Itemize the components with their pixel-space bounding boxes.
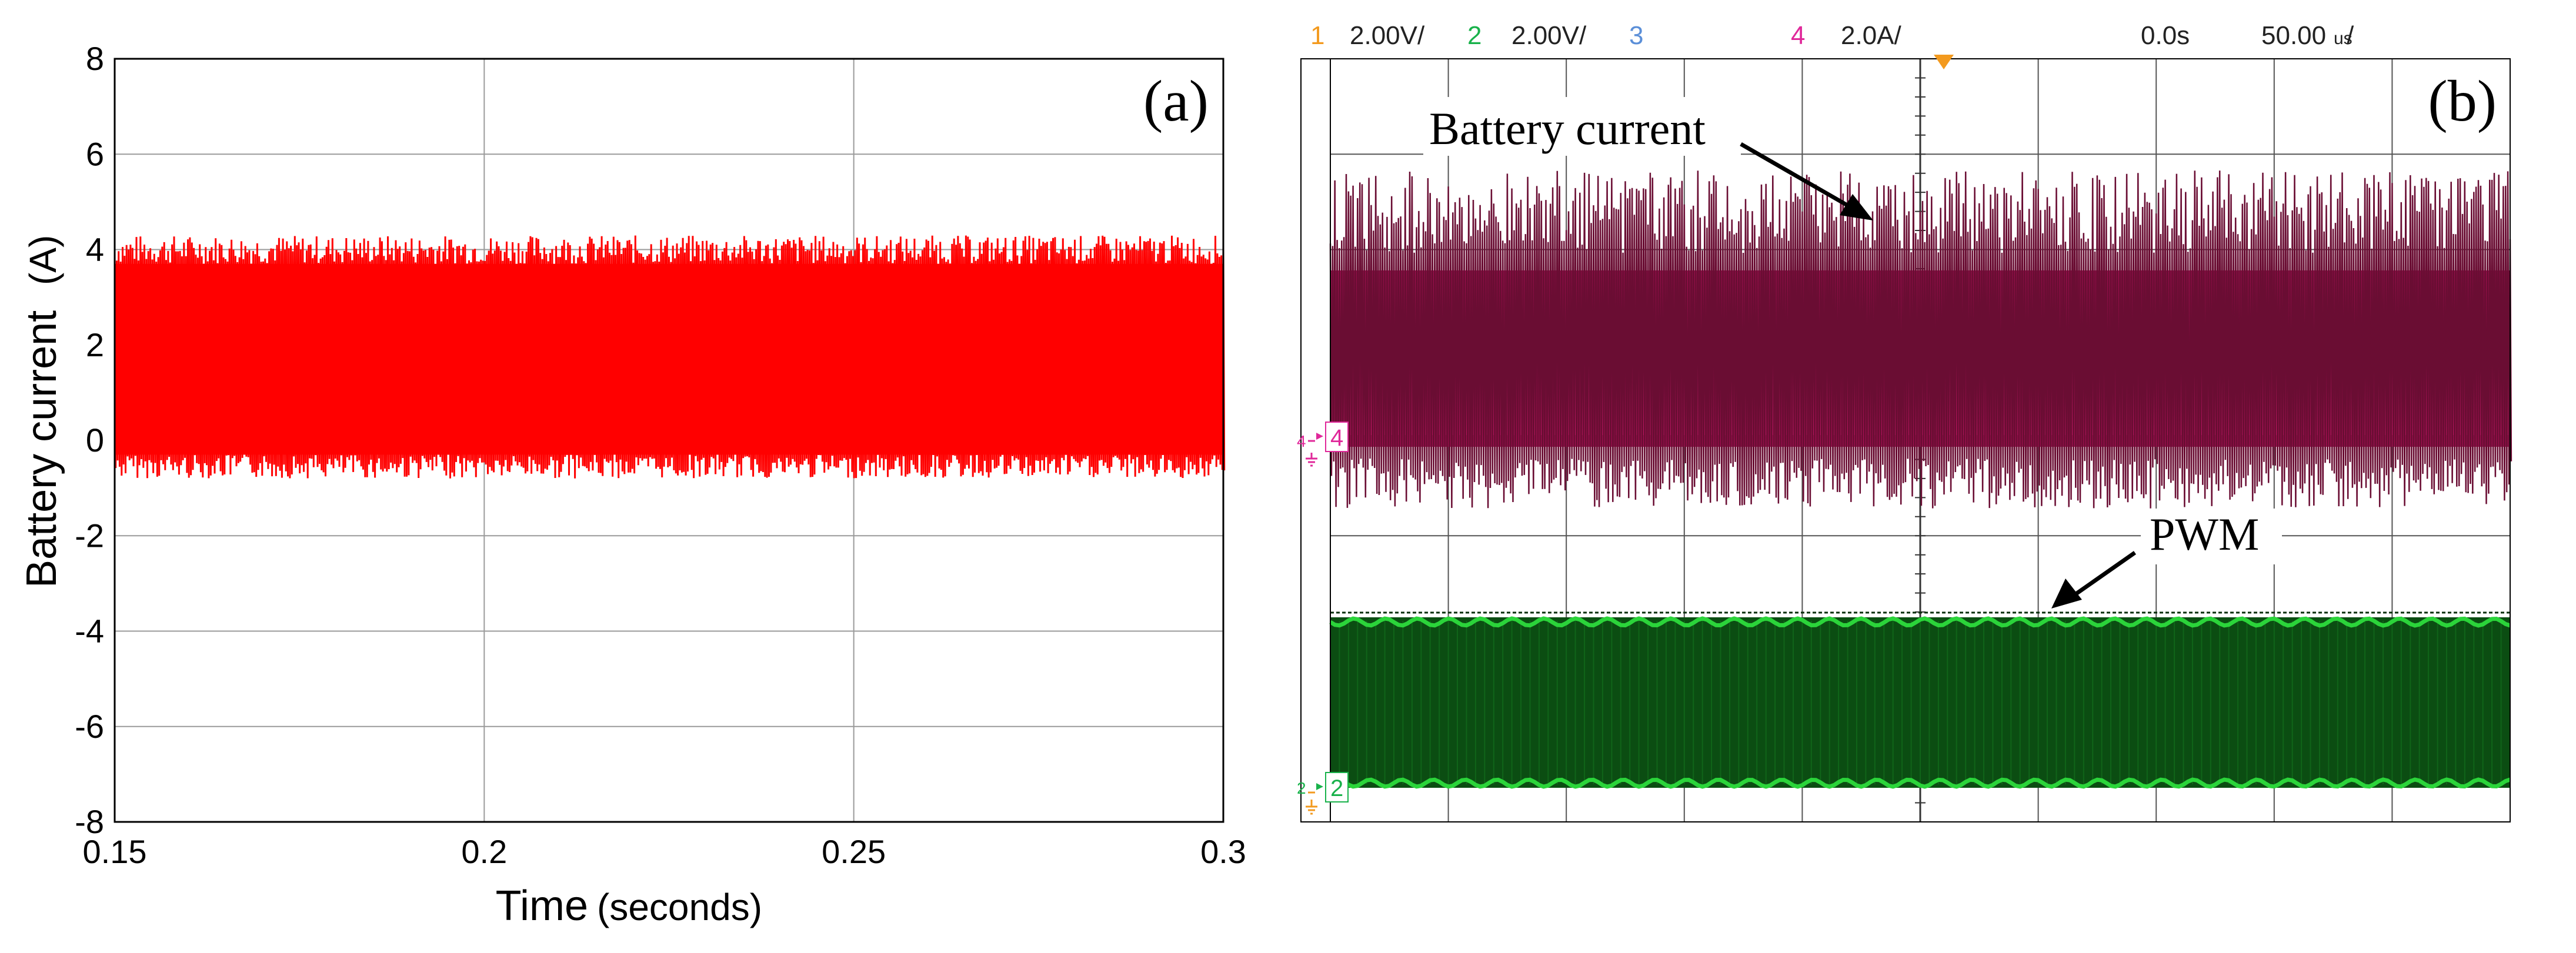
panel-a-x-tick-label: 0.3 xyxy=(1200,833,1246,870)
panel-a-signal-line xyxy=(114,235,1226,479)
panel-b-battery-current-trace xyxy=(1329,170,2512,509)
panel-a-y-tick-label: 0 xyxy=(86,422,104,459)
panel-a-y-tick-label: 6 xyxy=(86,135,104,172)
panel-a-y-tick-label: 4 xyxy=(86,231,104,268)
panel-b-pwm-high-level xyxy=(1329,616,2511,628)
battery-current-arrow-icon xyxy=(1840,194,1873,220)
pwm-arrow xyxy=(2051,551,2137,608)
panel-a-y-tick-label: 8 xyxy=(86,40,104,77)
pwm-annotation-bg xyxy=(2141,509,2282,564)
panel-b-screen-outer-frame xyxy=(1300,58,2511,822)
panel-a-label: (a) xyxy=(1143,68,1209,133)
panel-b-label: (b) xyxy=(2428,68,2497,133)
ch4-arrow-icon xyxy=(1316,433,1323,440)
panel-a-ticks: 0.15 0.2 0.25 0.3 -8 -6 -4 -2 0 2 4 6 8 xyxy=(75,40,1246,870)
ch3-number: 3 xyxy=(1629,21,1643,50)
time-scale-slash: / xyxy=(2347,21,2354,50)
panel-a-y-axis-label: Battery current xyxy=(18,310,65,588)
time-scale-unit: us xyxy=(2334,29,2353,48)
panel-b-pwm-trace xyxy=(1329,611,2511,789)
panel-b-pwm-low-level xyxy=(1329,777,2511,789)
panel-a-battery-current-series xyxy=(114,235,1226,479)
time-offset: 0.0s xyxy=(2141,21,2190,50)
ch2-marker-label: 2 xyxy=(1330,775,1343,801)
time-scale: 50.00 xyxy=(2261,21,2326,50)
ch4-number: 4 xyxy=(1791,21,1805,50)
ch2-scale: 2.00V/ xyxy=(1511,21,1587,50)
panel-a-y-tick-label: 2 xyxy=(86,326,104,363)
ch4-marker-box xyxy=(1325,422,1349,452)
panel-a-x-tick-label: 0.25 xyxy=(822,833,886,870)
panel-a-x-tick-label: 0.2 xyxy=(461,833,507,870)
battery-current-annotation: Battery current xyxy=(1429,103,1706,154)
battery-current-arrow xyxy=(1740,142,1873,220)
ch4-marker-small: 4 xyxy=(1297,432,1306,450)
ch1-number: 1 xyxy=(1310,21,1324,50)
ch4-ground-icon xyxy=(1306,440,1317,467)
panel-a-x-axis-label: Time xyxy=(496,882,588,929)
panel-b-oscilloscope: 1 2.00V/ 2 2.00V/ 3 4 2.0A/ 0.0s 50.00 u… xyxy=(1297,21,2512,822)
ch2-ground-marker: 2 2 xyxy=(1297,772,1349,815)
pwm-annotation: PWM xyxy=(2150,509,2259,560)
ch4-ground-marker: 4 4 xyxy=(1297,422,1349,467)
panel-a-y-tick-label: -4 xyxy=(75,613,104,650)
ch2-marker-box xyxy=(1325,772,1349,802)
trigger-marker-icon xyxy=(1934,55,1954,69)
panel-a-y-tick-label: -2 xyxy=(75,517,104,554)
ch4-marker-label: 4 xyxy=(1330,425,1343,451)
panel-a-plot-frame xyxy=(114,58,1224,823)
ch2-arrow-icon xyxy=(1316,783,1323,790)
pwm-arrow-icon xyxy=(2051,579,2082,608)
panel-a-x-axis-unit: (seconds) xyxy=(597,886,762,928)
panel-a-y-tick-label: -8 xyxy=(75,803,104,840)
ch2-number: 2 xyxy=(1467,21,1481,50)
ch4-scale: 2.0A/ xyxy=(1841,21,1902,50)
ch1-scale: 2.00V/ xyxy=(1350,21,1425,50)
panel-a-y-axis-unit: (A) xyxy=(22,235,64,285)
panel-a-x-tick-label: 0.15 xyxy=(83,833,147,870)
ch2-ground-icon xyxy=(1306,791,1317,815)
ch2-marker-small: 2 xyxy=(1297,779,1306,797)
panel-a-chart: 0.15 0.2 0.25 0.3 -8 -6 -4 -2 0 2 4 6 8 (a) Time (se… xyxy=(18,40,1246,929)
panel-b-current-line xyxy=(1329,170,2512,509)
panel-a-y-tick-label: -6 xyxy=(75,708,104,745)
battery-current-annotation-bg xyxy=(1423,97,1741,156)
